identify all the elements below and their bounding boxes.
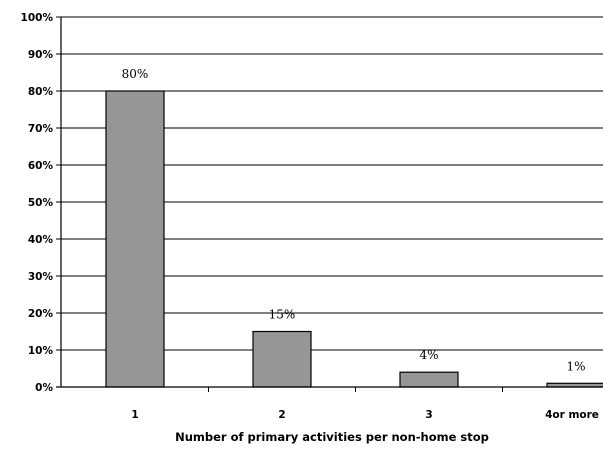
data-label-3: 4%	[419, 348, 438, 362]
data-label-1: 80%	[122, 67, 149, 81]
y-tick-label-70: 70%	[28, 123, 54, 135]
y-tick-label-10: 10%	[28, 345, 54, 357]
y-tick-label-60: 60%	[28, 160, 54, 172]
data-label-2: 15%	[269, 308, 296, 322]
x-tick-label-3: 3	[425, 409, 432, 421]
y-tick-label-50: 50%	[28, 197, 54, 209]
axis-layer	[56, 16, 603, 392]
x-tick-label-2: 2	[278, 409, 285, 421]
bar-3	[399, 371, 459, 388]
y-tick-label-0: 0%	[35, 382, 53, 394]
y-tick-label-100: 100%	[21, 12, 54, 24]
x-axis-title: Number of primary activities per non-hom…	[175, 430, 489, 444]
bar-2	[252, 330, 312, 388]
label-layer: 0% 10% 20% 30% 40% 50% 60% 70% 80% 90% 100% 80% 1 15%…	[21, 12, 599, 421]
data-label-4or-more: 1%	[566, 359, 585, 373]
x-tick-label-4or-more: 4or more	[545, 409, 599, 421]
bar-1	[105, 90, 165, 388]
y-tick-label-40: 40%	[28, 234, 54, 246]
x-tick-label-1: 1	[131, 409, 138, 421]
y-tick-label-90: 90%	[28, 49, 54, 61]
y-tick-label-80: 80%	[28, 86, 54, 98]
y-tick-label-30: 30%	[28, 271, 54, 283]
y-tick-label-20: 20%	[28, 308, 54, 320]
